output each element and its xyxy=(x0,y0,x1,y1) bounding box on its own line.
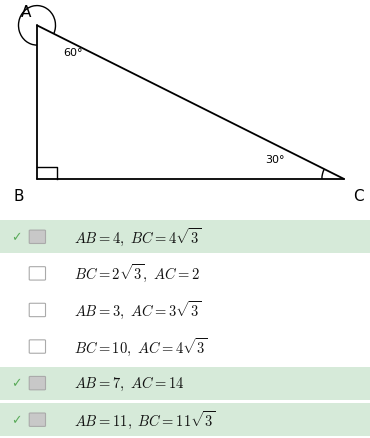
Text: ✓: ✓ xyxy=(11,413,22,426)
Text: $\mathit{BC} = 10,\ \mathit{AC} = 4\sqrt{3}$: $\mathit{BC} = 10,\ \mathit{AC} = 4\sqrt… xyxy=(74,336,208,358)
Text: $\mathit{AB} = 3,\ \mathit{AC} = 3\sqrt{3}$: $\mathit{AB} = 3,\ \mathit{AC} = 3\sqrt{… xyxy=(74,299,201,321)
FancyBboxPatch shape xyxy=(29,377,46,390)
Text: $\mathit{BC} = 2\sqrt{3},\ \mathit{AC} = 2$: $\mathit{BC} = 2\sqrt{3},\ \mathit{AC} =… xyxy=(74,263,200,285)
FancyBboxPatch shape xyxy=(29,413,46,427)
Text: $\mathit{AB} = 11,\ \mathit{BC} = 11\sqrt{3}$: $\mathit{AB} = 11,\ \mathit{BC} = 11\sqr… xyxy=(74,409,216,431)
Bar xyxy=(0,367,370,400)
Text: A: A xyxy=(21,5,31,20)
Bar xyxy=(0,221,370,254)
Text: 60°: 60° xyxy=(63,48,83,57)
Text: C: C xyxy=(354,188,364,203)
Text: $\mathit{AB} = 7,\ \mathit{AC} = 14$: $\mathit{AB} = 7,\ \mathit{AC} = 14$ xyxy=(74,374,185,392)
Text: $\mathit{AB} = 4,\ \mathit{BC} = 4\sqrt{3}$: $\mathit{AB} = 4,\ \mathit{BC} = 4\sqrt{… xyxy=(74,226,201,248)
Text: ✓: ✓ xyxy=(11,377,22,390)
FancyBboxPatch shape xyxy=(29,340,46,353)
Text: ✓: ✓ xyxy=(11,231,22,244)
FancyBboxPatch shape xyxy=(29,230,46,244)
FancyBboxPatch shape xyxy=(29,304,46,317)
Text: 30°: 30° xyxy=(265,155,285,165)
Text: B: B xyxy=(13,188,24,203)
FancyBboxPatch shape xyxy=(29,267,46,280)
Bar xyxy=(0,403,370,436)
